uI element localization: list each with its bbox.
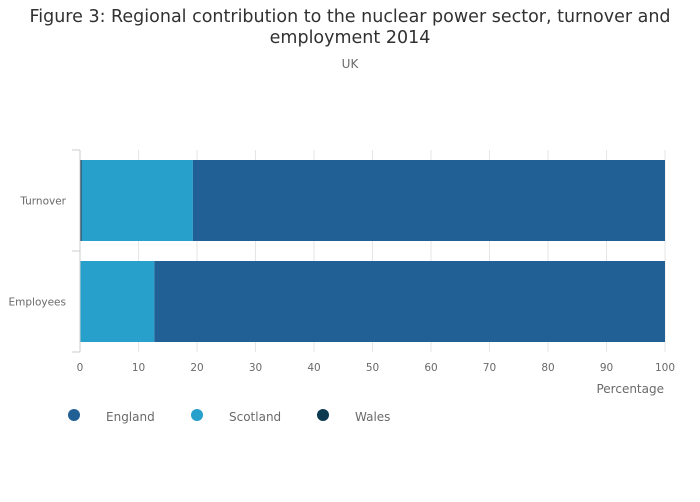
bar-scotland-turnover[interactable] [81, 160, 193, 241]
y-category-label: Employees [9, 297, 66, 309]
legend-label: Wales [355, 410, 390, 424]
chart-subtitle: UK [341, 57, 359, 71]
x-tick-label: 100 [655, 362, 675, 374]
x-tick-label: 40 [307, 362, 320, 374]
bars [80, 160, 666, 342]
y-category-label: Turnover [19, 196, 66, 208]
bar-england-employees[interactable] [154, 261, 666, 342]
legend-marker [68, 409, 80, 421]
bar-wales-turnover[interactable] [80, 160, 82, 241]
chart-title-line-2: employment 2014 [269, 28, 431, 48]
x-tick-label: 90 [600, 362, 613, 374]
axes: 0 10 20 30 40 50 60 70 80 90 100 Turnover Employees [9, 149, 675, 374]
bar-england-turnover[interactable] [192, 160, 665, 241]
x-tick-label: 0 [77, 362, 84, 374]
bar-scotland-employees[interactable] [80, 261, 155, 342]
chart-title: Figure 3: Regional contribution to the n… [0, 7, 700, 49]
x-tick-label: 10 [132, 362, 145, 374]
x-tick-label: 50 [366, 362, 379, 374]
x-axis-title: Percentage [596, 382, 664, 396]
chart-title-line-1: Figure 3: Regional contribution to the n… [29, 7, 671, 27]
x-tick-label: 70 [483, 362, 496, 374]
x-tick-label: 20 [190, 362, 203, 374]
legend-label: Scotland [229, 410, 281, 424]
legend-item-england[interactable]: England [68, 409, 155, 424]
legend-marker [317, 409, 329, 421]
legend-marker [191, 409, 203, 421]
x-tick-label: 60 [424, 362, 437, 374]
legend-item-wales[interactable]: Wales [317, 409, 390, 424]
legend-item-scotland[interactable]: Scotland [191, 409, 281, 424]
x-tick-label: 80 [541, 362, 554, 374]
legend-label: England [106, 410, 155, 424]
x-tick-label: 30 [249, 362, 262, 374]
legend[interactable]: England Scotland Wales [68, 409, 390, 424]
